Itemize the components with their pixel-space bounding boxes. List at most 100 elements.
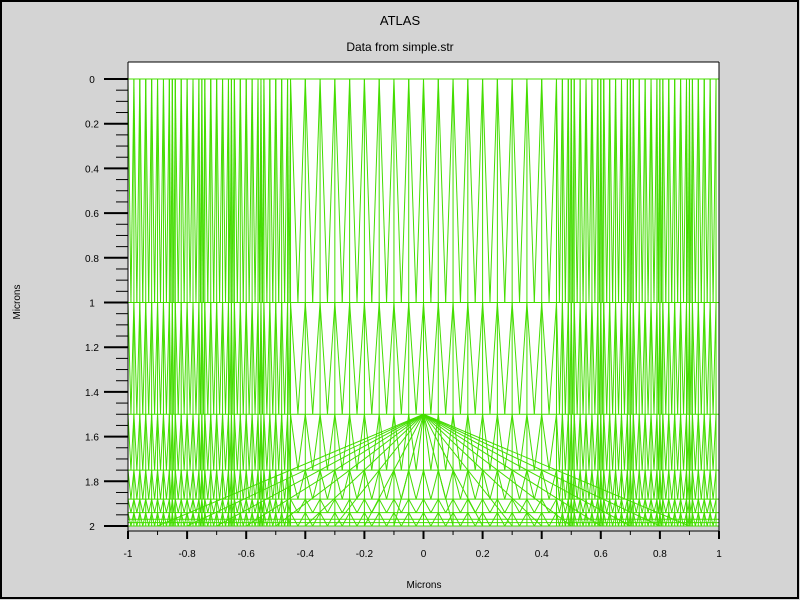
mesh-diagonal-line (165, 414, 170, 471)
mesh-diagonal-line (157, 512, 161, 527)
mesh-diagonal-line (496, 512, 506, 527)
mesh-diagonal-line (180, 512, 185, 527)
x-tick-label: -1 (124, 549, 133, 560)
mesh-diagonal-line (254, 78, 259, 303)
mesh-diagonal-line (232, 512, 235, 527)
mesh-diagonal-line (236, 302, 241, 415)
mesh-diagonal-line (281, 499, 286, 513)
mesh-diagonal-line (653, 302, 658, 415)
mesh-diagonal-line (612, 499, 617, 513)
mesh-diagonal-line (697, 512, 702, 527)
mesh-diagonal-line (133, 414, 138, 471)
mesh-diagonal-line (363, 78, 373, 303)
mesh-diagonal-line (591, 512, 596, 527)
mesh-diagonal-line (192, 414, 197, 471)
mesh-diagonal-line (254, 302, 259, 415)
mesh-diagonal-line (631, 499, 634, 513)
mesh-diagonal-line (511, 498, 520, 513)
mesh-diagonal-line (585, 78, 590, 303)
mesh-diagonal-line (186, 302, 191, 415)
mesh-diagonal-line (697, 414, 702, 471)
mesh-diagonal-line (408, 512, 417, 527)
mesh-diagonal-line (356, 512, 365, 527)
mesh-diagonal-line (653, 78, 658, 303)
mesh-diagonal-line (576, 499, 581, 513)
mesh-diagonal-line (183, 470, 188, 500)
mesh-diagonal-line (519, 498, 528, 513)
mesh-diagonal-line (606, 470, 611, 500)
mesh-diagonal-line (180, 470, 185, 500)
mesh-diagonal-line (378, 302, 388, 415)
mesh-diagonal-line (327, 512, 336, 527)
mesh-diagonal-line (251, 302, 256, 415)
mesh-diagonal-line (558, 414, 563, 471)
mesh-diagonal-line (489, 414, 498, 471)
mesh-diagonal-line (400, 78, 410, 303)
mesh-diagonal-line (668, 512, 673, 527)
mesh-fan-line (423, 413, 543, 527)
mesh-diagonal-line (474, 498, 484, 513)
mesh-diagonal-line (496, 302, 506, 415)
mesh-diagonal-line (189, 414, 194, 471)
mesh-diagonal-line (703, 302, 708, 415)
mesh-diagonal-line (445, 512, 454, 527)
mesh-diagonal-line (216, 512, 221, 527)
mesh-diagonal-line (641, 499, 646, 513)
mesh-diagonal-line (680, 470, 685, 500)
mesh-diagonal-line (591, 470, 596, 500)
mesh-diagonal-line (615, 302, 620, 415)
mesh-diagonal-line (183, 512, 188, 527)
mesh-diagonal-line (130, 512, 135, 527)
mesh-diagonal-line (437, 512, 447, 527)
mesh-diagonal-line (186, 414, 191, 471)
mesh-diagonal-line (641, 414, 646, 471)
mesh-diagonal-line (653, 499, 658, 513)
mesh-diagonal-line (334, 470, 343, 500)
mesh-diagonal-line (304, 512, 314, 527)
mesh-diagonal-line (594, 302, 599, 415)
mesh-diagonal-line (183, 78, 188, 303)
mesh-fan-line (423, 413, 661, 527)
mesh-diagonal-line (222, 499, 227, 513)
mesh-diagonal-line (210, 470, 215, 500)
mesh-diagonal-line (297, 414, 306, 471)
mesh-diagonal-line (312, 512, 321, 527)
mesh-diagonal-line (151, 414, 156, 471)
mesh-diagonal-line (165, 512, 170, 527)
mesh-diagonal-line (160, 499, 164, 513)
mesh-diagonal-line (430, 78, 439, 303)
mesh-diagonal-line (572, 499, 575, 513)
mesh-diagonal-line (609, 78, 614, 303)
mesh-diagonal-line (703, 414, 708, 471)
mesh-diagonal-line (674, 470, 679, 500)
mesh-diagonal-line (284, 78, 289, 303)
mesh-diagonal-line (239, 78, 244, 303)
mesh-diagonal-line (148, 499, 153, 513)
mesh-diagonal-line (609, 470, 614, 500)
mesh-diagonal-line (165, 302, 170, 415)
mesh-diagonal-line (207, 499, 212, 513)
mesh-diagonal-line (275, 78, 280, 303)
y-axis-label: Microns (12, 284, 23, 319)
mesh-diagonal-line (213, 78, 218, 303)
mesh-diagonal-line (489, 470, 498, 500)
mesh-diagonal-line (709, 414, 714, 471)
mesh-diagonal-line (430, 512, 439, 527)
mesh-diagonal-line (341, 302, 351, 415)
mesh-diagonal-line (219, 414, 224, 471)
mesh-diagonal-line (511, 78, 521, 303)
mesh-diagonal-line (638, 470, 643, 500)
x-tick-label: -0.6 (238, 549, 256, 560)
mesh-diagonal-line (304, 498, 314, 513)
mesh-diagonal-line (671, 470, 676, 500)
mesh-diagonal-line (445, 414, 454, 471)
mesh-diagonal-line (668, 470, 673, 500)
mesh-diagonal-line (142, 78, 147, 303)
mesh-diagonal-line (157, 78, 162, 303)
mesh-diagonal-line (690, 414, 693, 471)
mesh-diagonal-line (601, 78, 605, 303)
mesh-diagonal-line (641, 470, 646, 500)
mesh-diagonal-line (269, 512, 274, 527)
mesh-diagonal-line (635, 78, 640, 303)
x-tick-label: -0.2 (356, 549, 374, 560)
